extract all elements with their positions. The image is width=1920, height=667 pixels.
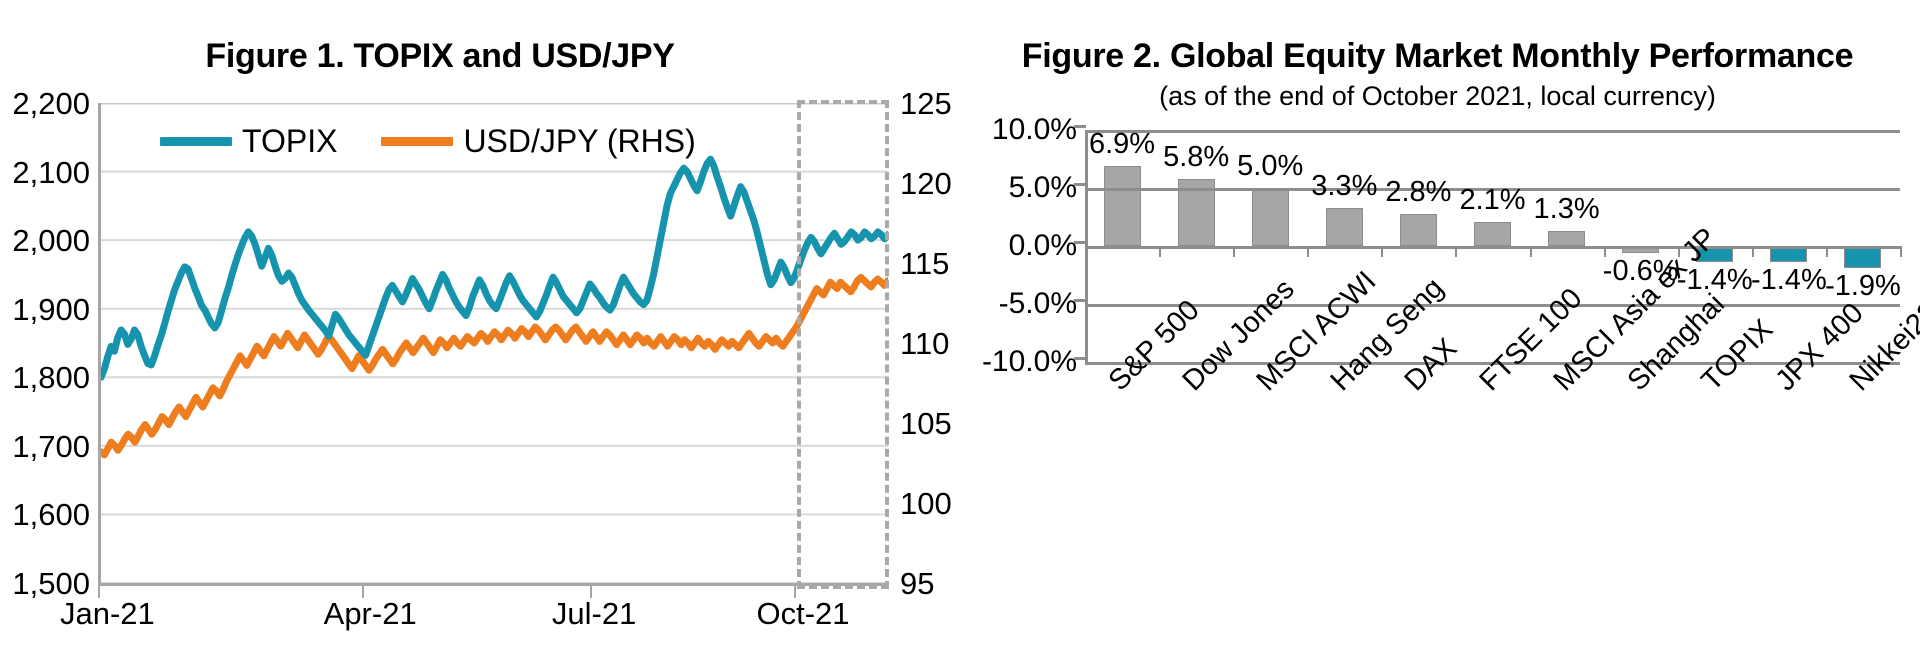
figure-2-y-tickmark — [1074, 357, 1086, 360]
figure-2-y-tickmark — [1074, 183, 1086, 186]
legend-label-topix: TOPIX — [242, 123, 338, 159]
figure-1-left-tick: 1,500 — [12, 566, 90, 601]
figure-2-y-tickmark — [1074, 125, 1086, 128]
figure-2-x-tickmark — [1529, 246, 1532, 257]
figure-1-left-tick: 1,600 — [12, 497, 90, 533]
figure-2-bar-label: 6.9% — [1088, 127, 1156, 160]
figure-2-y-tickmark — [1074, 241, 1086, 244]
figure-2-x-tickmark — [1677, 246, 1680, 257]
figure-2-bar-label: 5.0% — [1237, 150, 1304, 182]
figure-2-x-tickmark — [1751, 246, 1754, 257]
legend-label-usdjpy: USD/JPY (RHS) — [463, 123, 696, 159]
figure-1-left-tick: 2,100 — [12, 154, 90, 190]
figure-1-x-tick: Oct-21 — [756, 596, 850, 631]
figure-1-x-tickmark — [361, 586, 364, 598]
figure-2-bar-label: 1.3% — [1533, 192, 1600, 225]
figure-2-gridline — [1085, 188, 1900, 191]
figure-1-lines — [101, 103, 888, 583]
figure-2-y-tick: 10.0% — [991, 113, 1077, 146]
figure-2-bar-label: 2.1% — [1459, 183, 1526, 216]
figure-1-title: Figure 1. TOPIX and USD/JPY — [205, 37, 675, 75]
figure-1-left-tick: 2,000 — [12, 223, 90, 259]
figure-2-y-tickmark — [1074, 299, 1086, 302]
figure-2-bar[interactable] — [1103, 165, 1141, 246]
figure-2-x-tickmark — [1159, 246, 1162, 257]
figure-1-right-tick: 95 — [900, 566, 935, 601]
figure-2-bar[interactable] — [1548, 230, 1586, 246]
figure-1-highlight-box — [797, 100, 889, 589]
figure-2-x-tickmark — [1085, 246, 1087, 257]
figure-1-right-tick: 105 — [900, 406, 952, 441]
figure-2-y-tick: -5.0% — [998, 287, 1077, 320]
figure-1-x-tick: Apr-21 — [323, 596, 417, 631]
figure-1-x-tickmark — [589, 586, 592, 598]
figure-2-y-tick: 0.0% — [1008, 229, 1077, 262]
figure-2-bar-label: -1.9% — [1825, 270, 1901, 303]
figure-1-right-tick: 125 — [900, 86, 952, 121]
figure-2-bar[interactable] — [1844, 246, 1882, 269]
figure-2-bar[interactable] — [1399, 213, 1437, 246]
figure-2-bar-label: -1.4% — [1750, 264, 1827, 297]
figure-2-gridline — [1085, 246, 1900, 249]
figure-2-bar[interactable] — [1473, 221, 1511, 246]
figure-2-gridline — [1085, 362, 1900, 365]
figure-2-bar[interactable] — [1251, 188, 1289, 246]
figure-2-title: Figure 2. Global Equity Market Monthly P… — [1021, 37, 1854, 75]
figure-2-panel: Figure 2. Global Equity Market Monthly P… — [955, 0, 1920, 667]
figure-1-x-tickmark — [98, 586, 100, 598]
figure-1-left-tick: 1,900 — [12, 291, 90, 327]
figure-2-bar-label: 2.8% — [1385, 175, 1452, 208]
figure-2-bar-label: -1.4% — [1676, 264, 1753, 297]
figure-1-x-tick: Jan-21 — [60, 596, 155, 631]
figure-1-panel: Figure 1. TOPIX and USD/JPY 2,200 2,100 2,… — [0, 0, 955, 667]
figure-1-right-tick: 120 — [900, 166, 952, 201]
figure-1-plot-area — [98, 103, 888, 586]
figure-2-bar[interactable] — [1325, 207, 1363, 246]
figure-1-right-tick: 110 — [900, 326, 950, 361]
figure-2-x-tickmark — [1233, 246, 1236, 257]
figure-2-plot-area — [1085, 130, 1902, 365]
figure-2-x-tickmark — [1381, 246, 1384, 257]
figure-1-legend: TOPIX USD/JPY (RHS) — [160, 125, 696, 157]
figure-1-x-tickmark — [794, 586, 797, 598]
figure-1-right-tick: 115 — [900, 246, 950, 281]
figure-1-left-tick: 1,700 — [12, 428, 90, 464]
figure-2-bar-label: 3.3% — [1311, 169, 1378, 202]
legend-item-topix: TOPIX — [160, 125, 337, 157]
figure-2-x-tickmark — [1825, 246, 1828, 257]
figure-2-subtitle: (as of the end of October 2021, local cu… — [1159, 81, 1716, 111]
figure-2-gridline — [1085, 130, 1900, 133]
legend-item-usdjpy: USD/JPY (RHS) — [381, 123, 696, 159]
figure-2-x-tickmark — [1603, 246, 1606, 257]
figure-1-right-tick: 100 — [900, 486, 952, 521]
legend-swatch-topix — [160, 136, 232, 146]
figure-1-x-tick: Jul-21 — [551, 596, 637, 631]
figure-2-bar-label: -0.6% — [1602, 254, 1679, 287]
figure-2-x-tickmark — [1455, 246, 1458, 257]
figure-1-left-tick: 2,200 — [12, 86, 90, 121]
figure-2-y-tick: 5.0% — [1008, 171, 1077, 204]
figure-2-y-tick: -10.0% — [981, 345, 1077, 378]
legend-swatch-usdjpy — [381, 136, 454, 146]
figure-2-x-tickmark — [1900, 246, 1902, 257]
figure-2-x-tickmark — [1307, 246, 1310, 257]
figure-2-bar-label: 5.8% — [1163, 140, 1230, 173]
figure-2-gridline — [1085, 304, 1900, 307]
figure-1-left-tick: 1,800 — [12, 360, 90, 396]
